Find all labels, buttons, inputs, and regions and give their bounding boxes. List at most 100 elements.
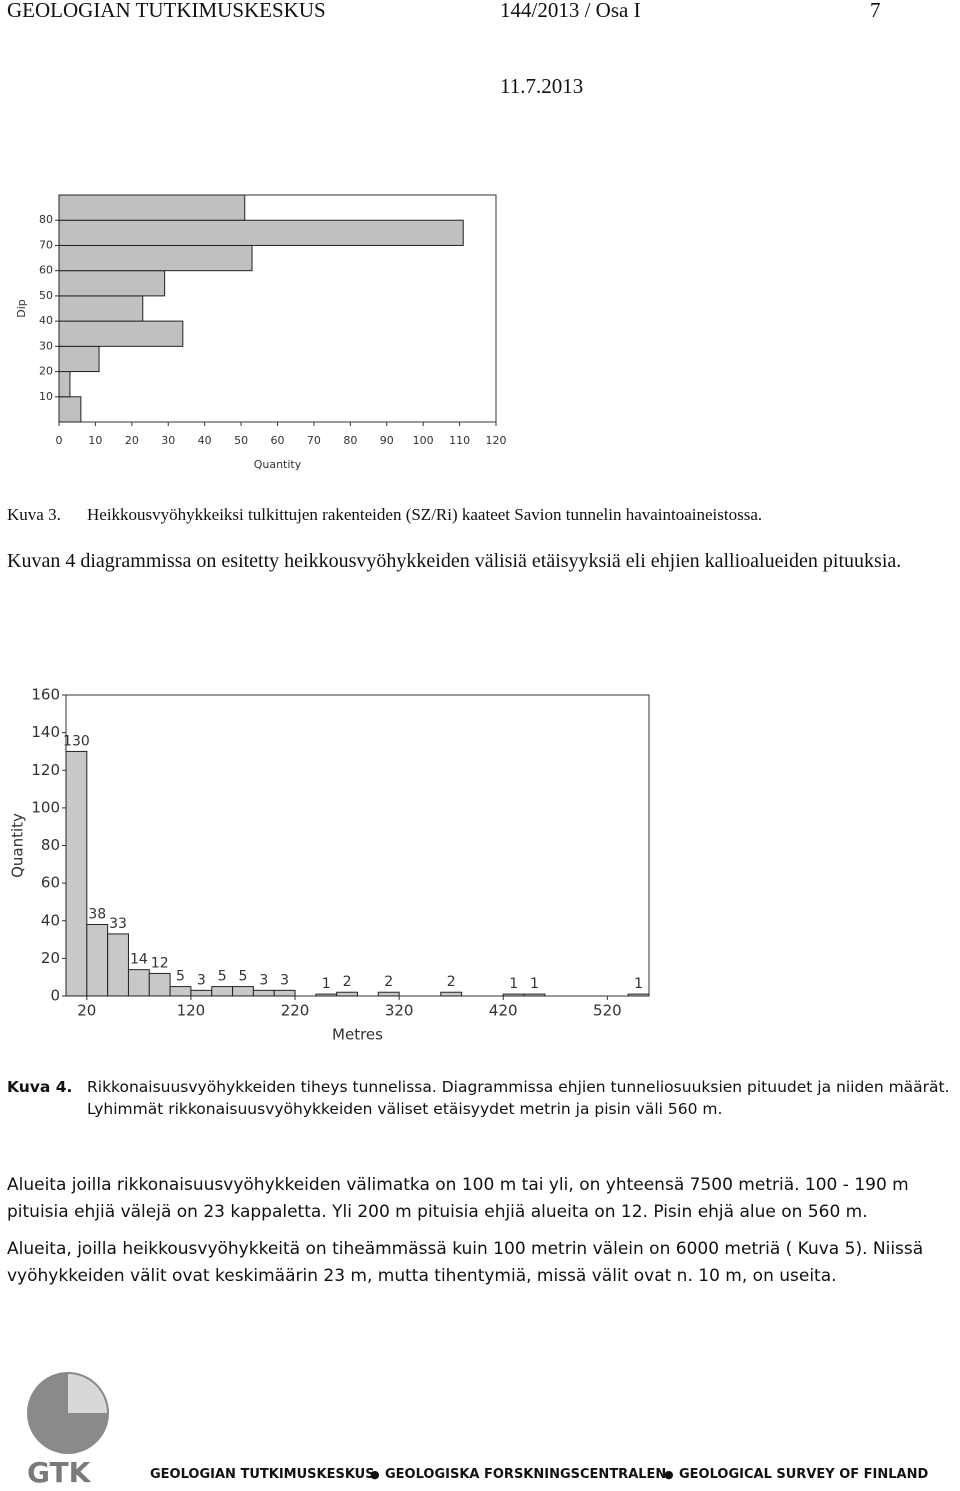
y-tick-label: 10 bbox=[39, 390, 53, 403]
bar bbox=[127, 969, 150, 997]
bar bbox=[377, 991, 400, 997]
bar bbox=[627, 993, 650, 997]
x-tick-label: 10 bbox=[88, 434, 102, 447]
x-tick-label: 50 bbox=[234, 434, 248, 447]
caption-label: Kuva 3. bbox=[7, 505, 61, 524]
caption: Kuva 4. Rikkonaisuusvyöhykkeiden tiheys t… bbox=[7, 1076, 952, 1120]
data-label: 3 bbox=[197, 972, 206, 988]
y-tick-label: 60 bbox=[41, 874, 60, 892]
y-tick-label: 80 bbox=[39, 213, 53, 226]
bar bbox=[252, 989, 275, 997]
bar bbox=[58, 270, 166, 297]
x-tick-label: 90 bbox=[380, 434, 394, 447]
y-tick-label: 100 bbox=[31, 798, 60, 816]
plot-frame bbox=[65, 694, 650, 997]
x-tick-label: 420 bbox=[489, 1002, 518, 1020]
bar bbox=[148, 972, 171, 997]
data-label: 5 bbox=[176, 969, 185, 985]
x-tick-label: 220 bbox=[281, 1002, 310, 1020]
header-date: 11.7.2013 bbox=[500, 74, 584, 98]
data-label: 3 bbox=[259, 972, 268, 988]
y-tick-label: 60 bbox=[39, 264, 53, 277]
data-label: 2 bbox=[343, 974, 352, 990]
bullet: ● bbox=[370, 1468, 380, 1481]
bar bbox=[232, 986, 254, 997]
bar bbox=[58, 244, 253, 272]
bar bbox=[58, 194, 246, 221]
logo-text: GTK bbox=[27, 1456, 91, 1489]
bar bbox=[273, 989, 296, 997]
x-tick-label: 320 bbox=[385, 1002, 414, 1020]
data-label: 12 bbox=[151, 955, 169, 971]
x-tick-label: 120 bbox=[177, 1002, 206, 1020]
x-tick-label: 40 bbox=[198, 434, 212, 447]
logo-mark bbox=[27, 1372, 109, 1454]
data-label: 130 bbox=[63, 733, 90, 749]
data-label: 2 bbox=[447, 974, 456, 990]
footer-item: GEOLOGIAN TUTKIMUSKESKUS bbox=[150, 1467, 375, 1482]
x-tick-label: 20 bbox=[77, 1002, 96, 1020]
y-tick-label: 30 bbox=[39, 339, 53, 352]
paragraph: Alueita, joilla heikkousvyöhykkeitä on t… bbox=[7, 1239, 924, 1286]
bar bbox=[65, 750, 88, 997]
data-label: 2 bbox=[384, 974, 393, 990]
data-label: 33 bbox=[109, 916, 127, 932]
y-tick-label: 20 bbox=[39, 365, 53, 378]
bar bbox=[58, 295, 144, 322]
y-tick-label: 20 bbox=[41, 949, 60, 967]
data-label: 1 bbox=[322, 976, 331, 992]
bar bbox=[169, 986, 192, 997]
bar bbox=[58, 345, 100, 373]
data-label: 5 bbox=[218, 969, 227, 985]
x-tick-label: 110 bbox=[449, 434, 470, 447]
bar bbox=[58, 371, 71, 398]
bar bbox=[190, 989, 213, 997]
x-tick-label: 80 bbox=[343, 434, 357, 447]
y-tick-label: 70 bbox=[39, 238, 53, 251]
bar bbox=[502, 993, 525, 997]
header-report: 144/2013 / Osa I bbox=[500, 0, 641, 22]
data-label: 3 bbox=[280, 972, 289, 988]
y-tick-label: 80 bbox=[41, 836, 60, 854]
bar bbox=[58, 396, 82, 423]
header-org: GEOLOGIAN TUTKIMUSKESKUS bbox=[7, 0, 326, 22]
data-label: 38 bbox=[88, 907, 106, 923]
y-tick-label: 0 bbox=[50, 987, 60, 1005]
bar bbox=[315, 993, 338, 997]
paragraph: Kuvan 4 diagrammissa on esitetty heikkou… bbox=[7, 550, 902, 572]
data-label: 14 bbox=[130, 952, 148, 968]
caption-text: Heikkousvyöhykkeiksi tulkittujen rakente… bbox=[87, 505, 763, 524]
bar bbox=[86, 924, 109, 997]
bar bbox=[58, 320, 184, 347]
footer-item: GEOLOGISKA FORSKNINGSCENTRALEN bbox=[385, 1467, 667, 1482]
y-tick-label: 140 bbox=[31, 723, 60, 741]
data-label: 1 bbox=[530, 976, 539, 992]
x-tick-label: 20 bbox=[125, 434, 139, 447]
bar bbox=[211, 986, 234, 997]
x-tick-label: 100 bbox=[413, 434, 434, 447]
y-axis-label: Dip bbox=[15, 299, 28, 318]
paragraph: Alueita joilla rikkonaisuusvyöhykkeiden … bbox=[7, 1175, 909, 1222]
bar bbox=[58, 219, 464, 246]
bullet: ● bbox=[664, 1468, 674, 1481]
x-tick-label: 120 bbox=[486, 434, 507, 447]
data-label: 1 bbox=[509, 976, 518, 992]
y-axis-label: Quantity bbox=[9, 813, 27, 878]
data-label: 5 bbox=[239, 969, 248, 985]
bar bbox=[440, 991, 463, 997]
x-axis-label: Metres bbox=[332, 1026, 383, 1044]
data-label: 1 bbox=[634, 976, 643, 992]
y-tick-label: 40 bbox=[39, 314, 53, 327]
x-tick-label: 70 bbox=[307, 434, 321, 447]
footer-item: GEOLOGICAL SURVEY OF FINLAND bbox=[679, 1467, 929, 1482]
header-page: 7 bbox=[870, 0, 881, 22]
y-tick-label: 40 bbox=[41, 911, 60, 929]
x-tick-label: 60 bbox=[271, 434, 285, 447]
caption-label: Kuva 4. bbox=[7, 1078, 73, 1096]
y-tick-label: 120 bbox=[31, 761, 60, 779]
bar bbox=[523, 993, 546, 997]
x-tick-label: 30 bbox=[161, 434, 175, 447]
y-tick-label: 50 bbox=[39, 289, 53, 302]
